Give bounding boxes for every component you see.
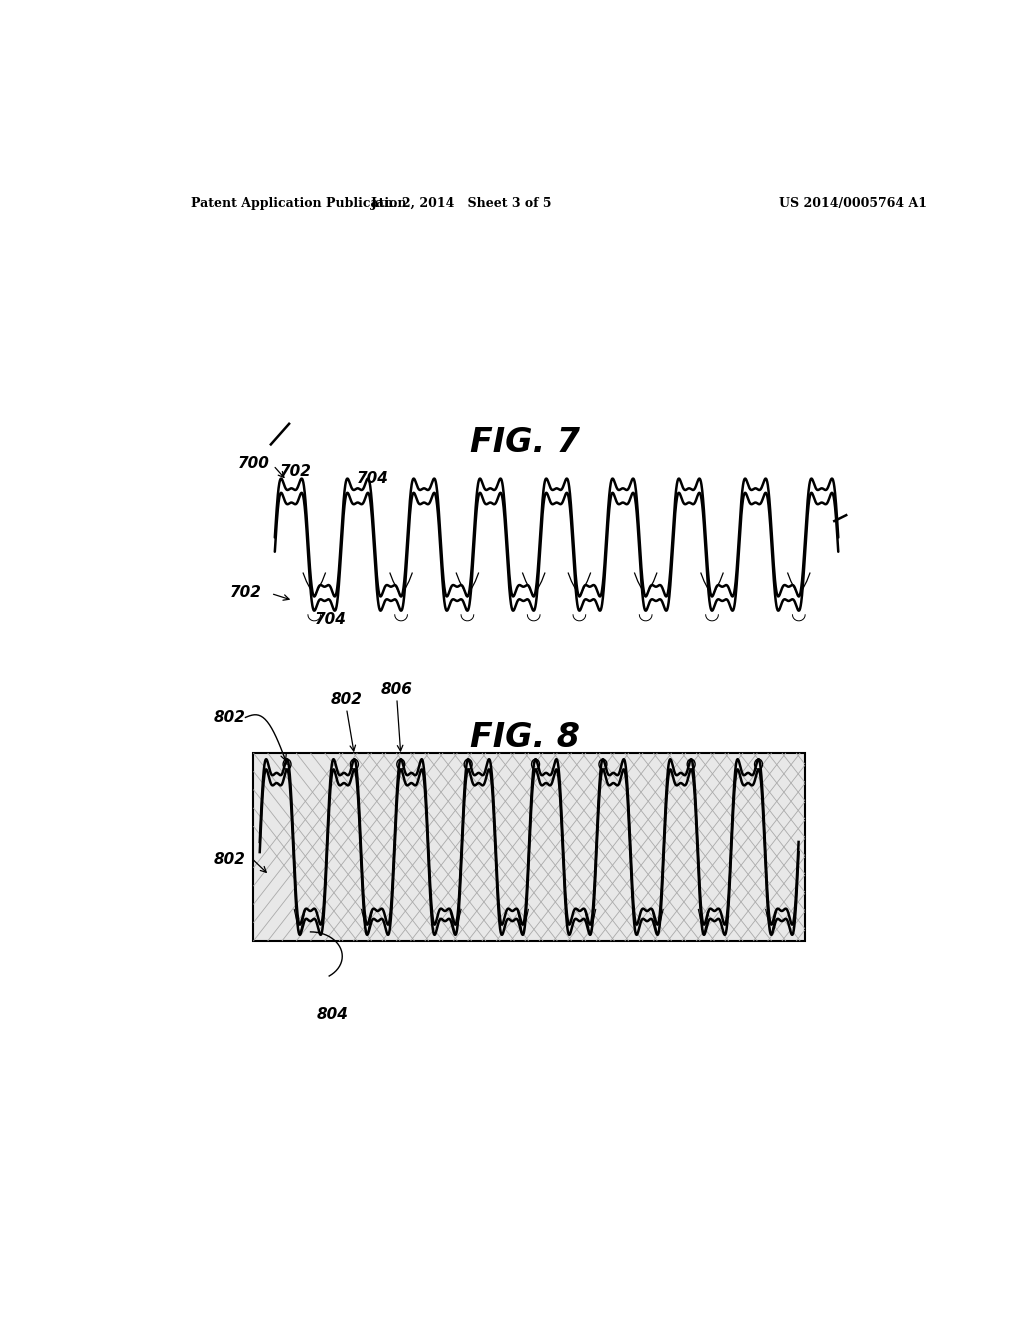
Text: US 2014/0005764 A1: US 2014/0005764 A1 [778,197,927,210]
Text: 700: 700 [238,455,269,471]
Text: 802: 802 [214,710,246,725]
Text: 704: 704 [314,612,346,627]
Text: FIG. 7: FIG. 7 [470,426,580,459]
Text: Patent Application Publication: Patent Application Publication [191,197,407,210]
Text: 702: 702 [281,463,312,479]
Bar [253,752,805,941]
Text: 704: 704 [356,471,388,486]
Text: 806: 806 [381,682,413,697]
Text: FIG. 8: FIG. 8 [470,721,580,754]
Text: 702: 702 [229,585,261,599]
Text: 804: 804 [316,1007,349,1022]
Text: 802: 802 [214,853,246,867]
Text: Jan. 2, 2014   Sheet 3 of 5: Jan. 2, 2014 Sheet 3 of 5 [371,197,552,210]
Text: 802: 802 [331,692,362,708]
